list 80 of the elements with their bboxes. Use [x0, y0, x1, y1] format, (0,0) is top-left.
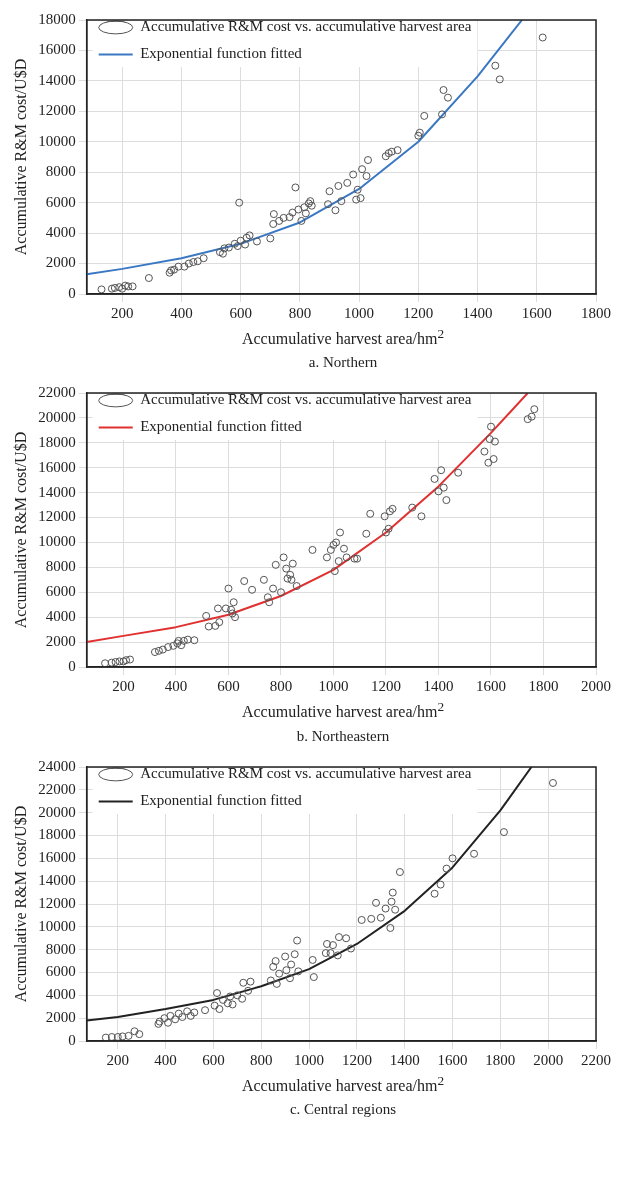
x-tick-label: 400	[170, 304, 193, 321]
x-tick-label: 1800	[581, 304, 611, 321]
y-tick-label: 16000	[38, 41, 76, 58]
y-tick-label: 0	[68, 658, 76, 675]
x-tick-label: 1800	[528, 678, 559, 695]
y-tick-label: 0	[68, 1031, 76, 1048]
y-tick-label: 18000	[38, 10, 76, 27]
y-tick-label: 4000	[45, 224, 76, 241]
x-tick-label: 1800	[485, 1051, 516, 1068]
y-tick-label: 12000	[38, 894, 76, 911]
y-tick-label: 16000	[38, 458, 76, 475]
y-tick-label: 4000	[45, 985, 76, 1002]
x-tick-label: 600	[217, 678, 240, 695]
x-axis-title: Accumulative harvest area/hm$^{2}$	[240, 326, 446, 349]
x-tick-label: 2000	[533, 1051, 564, 1068]
x-tick-label: 200	[112, 678, 135, 695]
y-tick-label: 14000	[38, 871, 76, 888]
x-tick-label: 1000	[344, 304, 375, 321]
y-axis-title: Accumulative R&M cost/U$D	[11, 805, 29, 1002]
legend-label: Exponential function fitted	[140, 792, 303, 809]
y-tick-label: 18000	[38, 826, 76, 843]
y-tick-label: 8000	[45, 163, 76, 180]
legend-label: Accumulative R&M cost vs. accumulative harvest area	[140, 765, 472, 782]
y-tick-label: 6000	[45, 583, 76, 600]
y-tick-label: 24000	[38, 757, 76, 774]
text: c. Central regions	[288, 1100, 398, 1118]
y-tick-label: 10000	[38, 132, 76, 149]
x-tick-label: 2200	[581, 1051, 611, 1068]
legend-label: Exponential function fitted	[140, 418, 303, 435]
x-tick-label: 200	[106, 1051, 130, 1068]
y-tick-label: 18000	[38, 434, 76, 451]
y-tick-label: 0	[68, 284, 76, 301]
y-axis-title: Accumulative R&M cost/U$D	[11, 432, 29, 629]
y-tick-label: 4000	[45, 608, 76, 625]
y-tick-label: 12000	[38, 508, 76, 525]
y-axis-title: Accumulative R&M cost/U$D	[11, 58, 29, 256]
y-tick-label: 20000	[38, 409, 76, 426]
x-tick-label: 200	[110, 304, 134, 321]
legend-label: Accumulative R&M cost vs. accumulative harvest area	[140, 391, 472, 408]
text: a. Northern	[307, 354, 379, 372]
x-tick-label: 1600	[521, 304, 552, 321]
y-tick-label: 2000	[45, 1008, 76, 1025]
x-tick-label: 1600	[475, 678, 506, 695]
x-tick-label: 1200	[341, 1051, 372, 1068]
x-tick-label: 600	[229, 304, 252, 321]
x-axis-title: Accumulative harvest area/hm$^{2}$	[240, 1072, 446, 1095]
y-tick-label: 6000	[45, 963, 76, 980]
x-tick-label: 600	[202, 1051, 225, 1068]
x-axis-title: Accumulative harvest area/hm$^{2}$	[240, 699, 446, 722]
y-tick-label: 2000	[45, 254, 76, 271]
x-tick-label: 1600	[437, 1051, 468, 1068]
y-tick-label: 16000	[38, 848, 76, 865]
x-tick-label: 1200	[370, 678, 401, 695]
legend-label: Accumulative R&M cost vs. accumulative harvest area	[140, 18, 472, 35]
y-tick-label: 8000	[45, 558, 76, 575]
y-tick-label: 6000	[45, 193, 76, 210]
y-tick-label: 14000	[38, 71, 76, 88]
legend-label: Exponential function fitted	[140, 45, 303, 62]
x-tick-label: 800	[269, 678, 293, 695]
y-tick-label: 20000	[38, 803, 76, 820]
y-tick-label: 12000	[38, 102, 76, 119]
y-tick-label: 2000	[45, 633, 76, 650]
y-tick-label: 10000	[38, 533, 76, 550]
y-tick-label: 8000	[45, 940, 76, 957]
y-tick-label: 22000	[38, 384, 76, 401]
x-tick-label: 800	[288, 304, 312, 321]
x-tick-label: 1000	[318, 678, 349, 695]
y-tick-label: 14000	[38, 483, 76, 500]
x-tick-label: 1400	[462, 304, 493, 321]
x-tick-label: 400	[154, 1051, 177, 1068]
x-tick-label: 1200	[403, 304, 434, 321]
y-tick-label: 10000	[38, 917, 76, 934]
text: b. Northeastern	[295, 727, 391, 745]
x-tick-label: 1400	[389, 1051, 420, 1068]
x-tick-label: 2000	[581, 678, 611, 695]
y-tick-label: 22000	[38, 780, 76, 797]
x-tick-label: 1400	[423, 678, 454, 695]
x-tick-label: 400	[164, 678, 188, 695]
x-tick-label: 800	[250, 1051, 273, 1068]
x-tick-label: 1000	[294, 1051, 325, 1068]
